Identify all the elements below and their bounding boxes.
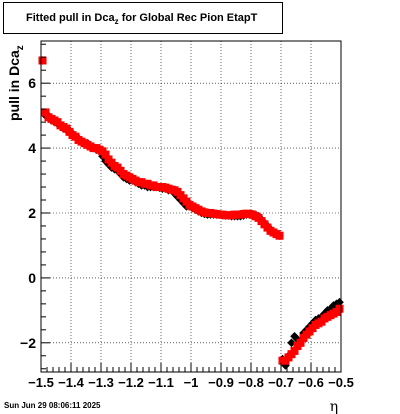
red-marker bbox=[275, 231, 284, 240]
x-tick-label: −1.5 bbox=[28, 375, 54, 390]
x-tick-label: −1.2 bbox=[118, 375, 144, 390]
chart-grid bbox=[40, 41, 342, 372]
timestamp-footer: Sun Jun 29 08:06:11 2025 bbox=[4, 401, 101, 410]
chart-title: Fitted pull in Dcaz for Global Rec Pion … bbox=[26, 12, 257, 26]
red-marker bbox=[290, 346, 299, 355]
x-tick-label: −1 bbox=[184, 375, 199, 390]
y-axis-label: pull in Dcaz bbox=[6, 45, 26, 121]
y-tick-label: 2 bbox=[28, 205, 36, 221]
chart-title-suffix: for Global Rec Pion EtapT bbox=[121, 12, 258, 24]
black-marker bbox=[335, 297, 344, 307]
chart-title-subscript: z bbox=[114, 17, 119, 27]
red-marker bbox=[101, 150, 110, 159]
y-tick-label: 0 bbox=[28, 270, 36, 286]
x-tick-label: −1.1 bbox=[148, 375, 174, 390]
x-tick-label: −0.9 bbox=[208, 375, 234, 390]
y-tick-label: 6 bbox=[28, 75, 36, 91]
red-marker bbox=[296, 338, 305, 347]
chart-marks bbox=[38, 56, 344, 370]
x-axis-label: η bbox=[330, 399, 338, 414]
x-tick-label: −0.6 bbox=[298, 375, 324, 390]
red-marker bbox=[335, 304, 344, 313]
chart-axes: −1.5 −1.4 −1.3 −1.2 −1.1 −1 −0.9 −0.8 −0.7 −0.6 −0… bbox=[6, 43, 354, 414]
x-tick-label: −1.3 bbox=[88, 375, 114, 390]
y-tick-label: 4 bbox=[28, 140, 36, 156]
red-marker bbox=[38, 56, 47, 65]
y-tick-label: −2 bbox=[20, 335, 36, 351]
chart-title-box: Fitted pull in Dcaz for Global Rec Pion … bbox=[3, 2, 283, 34]
x-tick-label: −0.8 bbox=[238, 375, 264, 390]
red-marker bbox=[41, 108, 50, 117]
x-tick-label: −1.4 bbox=[58, 375, 84, 390]
x-tick-label: −0.7 bbox=[268, 375, 294, 390]
chart-title-main: Fitted pull in Dca bbox=[26, 12, 115, 24]
x-tick-label: −0.5 bbox=[328, 375, 354, 390]
